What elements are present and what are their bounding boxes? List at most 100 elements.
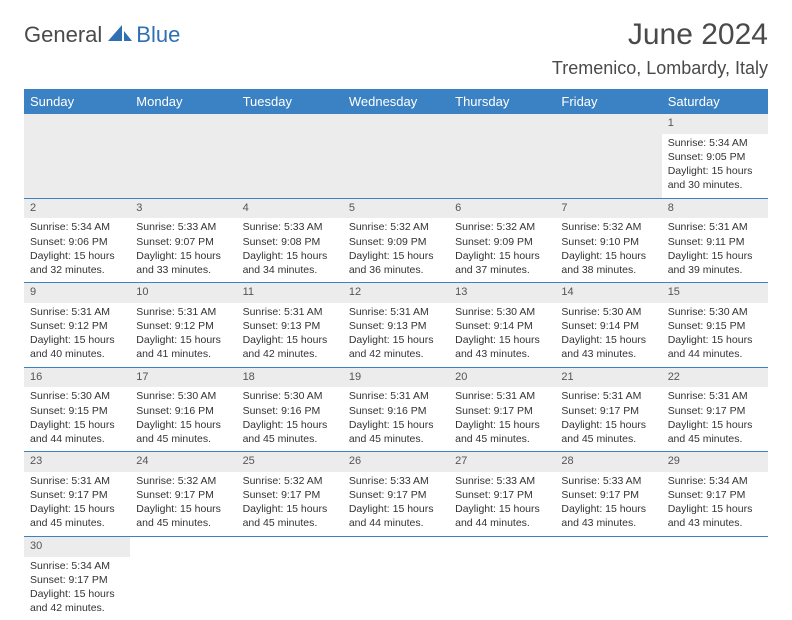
day-number: 18: [243, 370, 337, 385]
calendar-day-cell: 18Sunrise: 5:30 AMSunset: 9:16 PMDayligh…: [237, 367, 343, 452]
logo-sail-icon: [108, 23, 134, 48]
weekday-header: Monday: [130, 89, 236, 114]
sunrise-text: Sunrise: 5:30 AM: [136, 389, 230, 403]
calendar-day-cell: 22Sunrise: 5:31 AMSunset: 9:17 PMDayligh…: [662, 367, 768, 452]
sunset-text: Sunset: 9:05 PM: [668, 150, 762, 164]
calendar-day-cell: 29Sunrise: 5:34 AMSunset: 9:17 PMDayligh…: [662, 452, 768, 537]
sunset-text: Sunset: 9:17 PM: [561, 488, 655, 502]
calendar-day-cell: [130, 114, 236, 198]
day-number: 5: [349, 201, 443, 216]
weekday-header: Saturday: [662, 89, 768, 114]
day-number: 25: [243, 454, 337, 469]
calendar-week-row: 16Sunrise: 5:30 AMSunset: 9:15 PMDayligh…: [24, 367, 768, 452]
calendar-day-cell: [449, 536, 555, 620]
sunrise-text: Sunrise: 5:32 AM: [455, 220, 549, 234]
daylight-text: Daylight: 15 hours and 44 minutes.: [455, 502, 549, 530]
daylight-text: Daylight: 15 hours and 45 minutes.: [30, 502, 124, 530]
sunset-text: Sunset: 9:17 PM: [561, 404, 655, 418]
daylight-text: Daylight: 15 hours and 34 minutes.: [243, 249, 337, 277]
sunrise-text: Sunrise: 5:33 AM: [561, 474, 655, 488]
sunrise-text: Sunrise: 5:31 AM: [455, 389, 549, 403]
sunset-text: Sunset: 9:09 PM: [349, 235, 443, 249]
calendar-day-cell: 16Sunrise: 5:30 AMSunset: 9:15 PMDayligh…: [24, 367, 130, 452]
sunset-text: Sunset: 9:07 PM: [136, 235, 230, 249]
calendar-day-cell: [237, 114, 343, 198]
sunset-text: Sunset: 9:17 PM: [349, 488, 443, 502]
sunset-text: Sunset: 9:10 PM: [561, 235, 655, 249]
day-number: 30: [30, 539, 124, 554]
calendar-day-cell: 27Sunrise: 5:33 AMSunset: 9:17 PMDayligh…: [449, 452, 555, 537]
day-number: 17: [136, 370, 230, 385]
calendar-day-cell: 20Sunrise: 5:31 AMSunset: 9:17 PMDayligh…: [449, 367, 555, 452]
sunrise-text: Sunrise: 5:32 AM: [243, 474, 337, 488]
sunset-text: Sunset: 9:12 PM: [30, 319, 124, 333]
calendar-day-cell: [24, 114, 130, 198]
day-number: 9: [30, 285, 124, 300]
sunset-text: Sunset: 9:17 PM: [136, 488, 230, 502]
daylight-text: Daylight: 15 hours and 42 minutes.: [243, 333, 337, 361]
sunrise-text: Sunrise: 5:32 AM: [349, 220, 443, 234]
title-block: June 2024 Tremenico, Lombardy, Italy: [552, 18, 768, 79]
calendar-day-cell: 11Sunrise: 5:31 AMSunset: 9:13 PMDayligh…: [237, 283, 343, 368]
calendar-day-cell: 19Sunrise: 5:31 AMSunset: 9:16 PMDayligh…: [343, 367, 449, 452]
day-number: 16: [30, 370, 124, 385]
daylight-text: Daylight: 15 hours and 44 minutes.: [668, 333, 762, 361]
day-number: 29: [668, 454, 762, 469]
daylight-text: Daylight: 15 hours and 39 minutes.: [668, 249, 762, 277]
sunrise-text: Sunrise: 5:34 AM: [668, 136, 762, 150]
day-number: 8: [668, 201, 762, 216]
daylight-text: Daylight: 15 hours and 43 minutes.: [668, 502, 762, 530]
calendar-day-cell: 5Sunrise: 5:32 AMSunset: 9:09 PMDaylight…: [343, 198, 449, 283]
day-number: 23: [30, 454, 124, 469]
sunset-text: Sunset: 9:14 PM: [561, 319, 655, 333]
sunset-text: Sunset: 9:13 PM: [243, 319, 337, 333]
sunset-text: Sunset: 9:12 PM: [136, 319, 230, 333]
calendar-day-cell: 14Sunrise: 5:30 AMSunset: 9:14 PMDayligh…: [555, 283, 661, 368]
location-label: Tremenico, Lombardy, Italy: [552, 58, 768, 79]
daylight-text: Daylight: 15 hours and 44 minutes.: [30, 418, 124, 446]
sunrise-text: Sunrise: 5:34 AM: [668, 474, 762, 488]
calendar-day-cell: 21Sunrise: 5:31 AMSunset: 9:17 PMDayligh…: [555, 367, 661, 452]
weekday-header-row: Sunday Monday Tuesday Wednesday Thursday…: [24, 89, 768, 114]
day-number: 7: [561, 201, 655, 216]
daylight-text: Daylight: 15 hours and 43 minutes.: [561, 333, 655, 361]
daylight-text: Daylight: 15 hours and 40 minutes.: [30, 333, 124, 361]
daylight-text: Daylight: 15 hours and 45 minutes.: [136, 418, 230, 446]
sunset-text: Sunset: 9:17 PM: [30, 573, 124, 587]
sunrise-text: Sunrise: 5:31 AM: [30, 305, 124, 319]
daylight-text: Daylight: 15 hours and 41 minutes.: [136, 333, 230, 361]
day-number: 26: [349, 454, 443, 469]
sunrise-text: Sunrise: 5:34 AM: [30, 559, 124, 573]
weekday-header: Thursday: [449, 89, 555, 114]
daylight-text: Daylight: 15 hours and 45 minutes.: [349, 418, 443, 446]
day-number: 3: [136, 201, 230, 216]
day-number: 24: [136, 454, 230, 469]
sunset-text: Sunset: 9:14 PM: [455, 319, 549, 333]
day-number: 22: [668, 370, 762, 385]
daylight-text: Daylight: 15 hours and 37 minutes.: [455, 249, 549, 277]
day-number: 4: [243, 201, 337, 216]
calendar-day-cell: 25Sunrise: 5:32 AMSunset: 9:17 PMDayligh…: [237, 452, 343, 537]
daylight-text: Daylight: 15 hours and 32 minutes.: [30, 249, 124, 277]
sunset-text: Sunset: 9:16 PM: [349, 404, 443, 418]
calendar-day-cell: 4Sunrise: 5:33 AMSunset: 9:08 PMDaylight…: [237, 198, 343, 283]
sunrise-text: Sunrise: 5:31 AM: [668, 389, 762, 403]
day-number: 14: [561, 285, 655, 300]
calendar-day-cell: 15Sunrise: 5:30 AMSunset: 9:15 PMDayligh…: [662, 283, 768, 368]
sunrise-text: Sunrise: 5:31 AM: [349, 305, 443, 319]
calendar-day-cell: 8Sunrise: 5:31 AMSunset: 9:11 PMDaylight…: [662, 198, 768, 283]
sunset-text: Sunset: 9:17 PM: [455, 404, 549, 418]
sunrise-text: Sunrise: 5:31 AM: [243, 305, 337, 319]
daylight-text: Daylight: 15 hours and 45 minutes.: [136, 502, 230, 530]
day-number: 10: [136, 285, 230, 300]
sunrise-text: Sunrise: 5:33 AM: [455, 474, 549, 488]
calendar-week-row: 23Sunrise: 5:31 AMSunset: 9:17 PMDayligh…: [24, 452, 768, 537]
calendar-day-cell: 10Sunrise: 5:31 AMSunset: 9:12 PMDayligh…: [130, 283, 236, 368]
sunset-text: Sunset: 9:17 PM: [455, 488, 549, 502]
sunset-text: Sunset: 9:16 PM: [136, 404, 230, 418]
calendar-day-cell: 23Sunrise: 5:31 AMSunset: 9:17 PMDayligh…: [24, 452, 130, 537]
sunrise-text: Sunrise: 5:30 AM: [668, 305, 762, 319]
sunset-text: Sunset: 9:13 PM: [349, 319, 443, 333]
calendar-day-cell: 9 Sunrise: 5:31 AMSunset: 9:12 PMDaylight…: [24, 283, 130, 368]
day-number: 15: [668, 285, 762, 300]
